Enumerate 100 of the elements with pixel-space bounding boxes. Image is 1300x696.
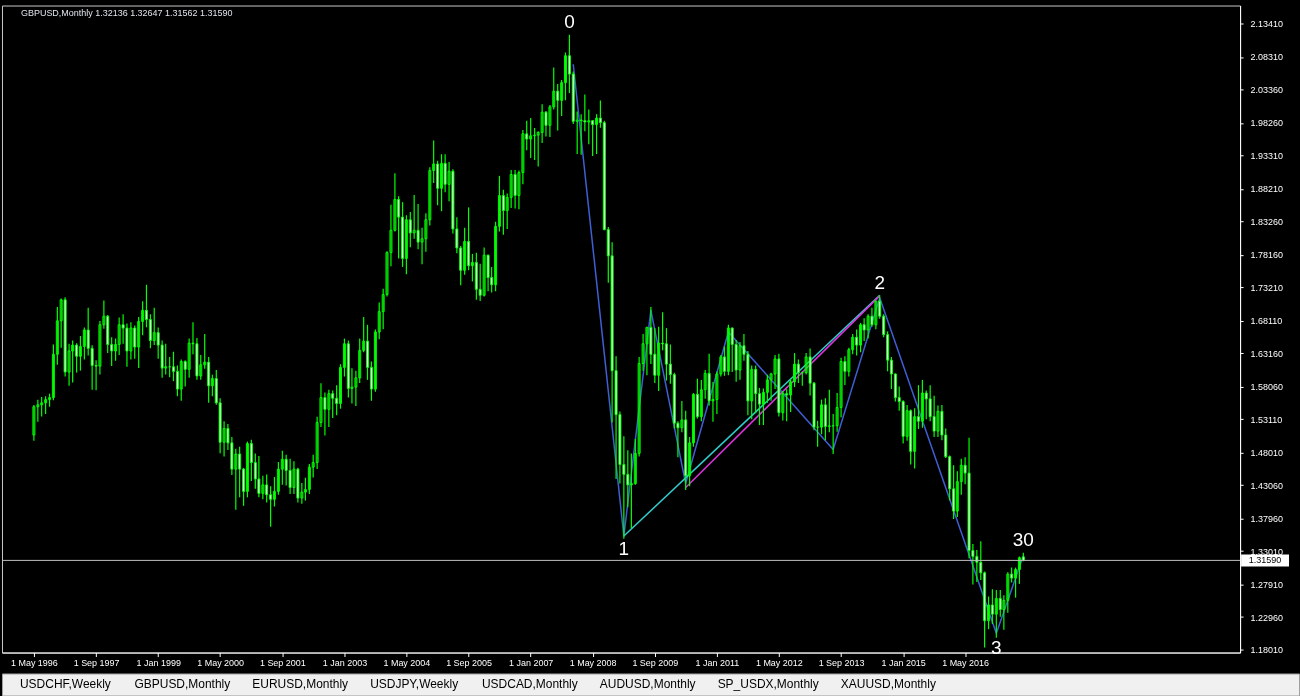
text: XAUUSD,Monthly [840, 677, 936, 692]
y-tick-label: 1.98260 [1250, 118, 1284, 129]
candlestick [269, 486, 273, 527]
annotation: 0 [564, 11, 575, 33]
text: USDJPY,Weekly [370, 677, 459, 692]
candlestick [307, 463, 311, 495]
x-tick-label: 1 Sep 2001 [259, 658, 306, 669]
x-tick-label: 1 Jan 2015 [881, 658, 926, 669]
candlestick [133, 325, 137, 359]
candlestick [179, 359, 183, 401]
x-tick-label: 1 May 2008 [569, 658, 617, 669]
candlestick [164, 343, 168, 375]
y-tick-label: 1.22960 [1250, 612, 1284, 623]
x-tick-label: 1 May 2000 [197, 658, 245, 669]
candlestick [82, 327, 86, 360]
candlestick [257, 456, 261, 498]
candlestick [595, 114, 599, 155]
candlestick [626, 450, 630, 508]
candlestick [664, 328, 668, 381]
x-tick-label: 1 May 2016 [942, 658, 990, 669]
y-tick-label: 2.03360 [1250, 84, 1284, 95]
y-tick-label: 1.27910 [1250, 580, 1284, 591]
candlestick [32, 404, 36, 441]
candlestick [924, 390, 928, 420]
y-tick-label: 1.93310 [1250, 150, 1284, 161]
y-tick-label: 1.33010 [1250, 546, 1284, 557]
candlestick [513, 169, 517, 209]
y-tick-label: 1.18010 [1250, 645, 1284, 656]
candlestick [920, 379, 924, 428]
candlestick [556, 84, 560, 131]
candlestick [40, 397, 44, 417]
candlestick [75, 343, 79, 373]
y-tick-label: 2.08310 [1250, 52, 1284, 63]
candlestick [117, 317, 121, 355]
candlestick [913, 408, 917, 469]
candlestick [71, 340, 75, 383]
candlestick [463, 227, 467, 275]
candlestick [288, 458, 292, 495]
candlestick [152, 307, 156, 346]
y-tick-label: 1.68110 [1250, 316, 1283, 327]
candlestick [331, 390, 335, 418]
candlestick [404, 215, 408, 275]
text: SP_USDX,Monthly [717, 677, 819, 692]
text: GBPUSD,Monthly [134, 677, 231, 692]
y-tick-label: 1.73210 [1250, 282, 1284, 293]
y-tick-label: 1.53110 [1250, 414, 1283, 425]
candlestick [261, 475, 265, 500]
candlestick [245, 441, 249, 498]
x-tick-label: 1 Jan 1999 [136, 658, 181, 669]
y-tick-label: 1.83260 [1250, 216, 1284, 227]
y-tick-label: 1.58060 [1250, 382, 1284, 393]
candlestick [148, 314, 152, 349]
x-tick-label: 1 Jan 2007 [508, 658, 554, 669]
candlestick [726, 324, 730, 376]
y-tick-label: 1.43060 [1250, 480, 1284, 491]
candlestick [587, 109, 591, 145]
text: AUDUSD,Monthly [599, 677, 696, 692]
candlestick [629, 453, 633, 529]
text: USDCAD,Monthly [481, 677, 578, 692]
candlestick [796, 359, 800, 384]
x-tick-label: 1 Sep 1997 [73, 658, 120, 669]
candlestick [486, 254, 490, 292]
candlestick [129, 322, 133, 360]
x-tick-label: 1 May 2012 [755, 658, 803, 669]
x-tick-label: 1 May 1996 [10, 658, 58, 669]
candlestick [323, 392, 327, 436]
candlestick [501, 189, 505, 235]
ref-line-label: 1.31590 [1248, 555, 1282, 566]
y-tick-label: 1.63160 [1250, 348, 1284, 359]
y-tick-label: 1.37960 [1250, 514, 1284, 525]
candlestick [412, 194, 416, 239]
candlestick [1017, 556, 1021, 584]
candlestick [591, 120, 595, 157]
y-tick-label: 1.88210 [1250, 184, 1284, 195]
candlestick [482, 247, 486, 297]
candlestick [827, 389, 831, 433]
candlestick [509, 169, 513, 208]
candlestick [440, 154, 444, 212]
candlestick [730, 327, 734, 372]
text: EURUSD,Monthly [252, 677, 349, 692]
text: USDCHF,Weekly [19, 677, 111, 692]
annotation: 2 [874, 271, 885, 293]
candlestick [533, 127, 537, 160]
candlestick [238, 446, 242, 498]
candlestick [563, 52, 567, 101]
candlestick [645, 326, 649, 376]
candlestick [544, 110, 548, 137]
candlestick [765, 374, 769, 403]
x-tick-label: 1 Sep 2005 [446, 658, 493, 669]
candlestick [292, 461, 296, 495]
candlestick [820, 399, 824, 435]
x-tick-label: 1 Jan 2003 [322, 658, 368, 669]
chart-title: GBPUSD,Monthly 1.32136 1.32647 1.31562 1.31590 [20, 7, 233, 18]
candlestick [207, 356, 211, 403]
annotation: 1 [618, 538, 630, 559]
x-tick-label: 1 Sep 2009 [632, 658, 679, 669]
y-tick-label: 2.13410 [1250, 19, 1284, 29]
candlestick [990, 589, 994, 624]
y-tick-label: 1.48010 [1250, 448, 1284, 459]
candlestick [657, 326, 661, 391]
